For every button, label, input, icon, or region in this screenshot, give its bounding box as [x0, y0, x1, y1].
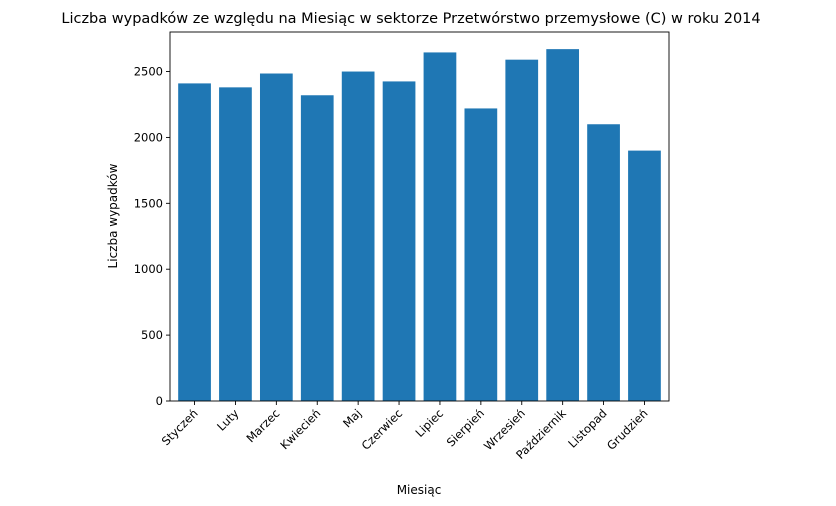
bar-1	[178, 83, 211, 402]
bar-12	[628, 150, 661, 401]
x-tick-label: Marzec	[243, 406, 282, 445]
y-tick-label: 2500	[134, 65, 163, 79]
bar-3	[259, 73, 293, 401]
bar-11	[587, 124, 620, 401]
bar-2	[219, 87, 252, 401]
x-tick-label: Maj	[340, 406, 364, 430]
x-tick-label: Grudzień	[604, 406, 651, 453]
bar-5	[341, 71, 375, 402]
x-tick-label: Lipiec	[412, 406, 446, 440]
y-tick-label: 1500	[134, 196, 163, 210]
bar-4	[300, 95, 334, 401]
bar-6	[382, 81, 416, 401]
y-tick-label: 0	[156, 394, 163, 408]
x-axis-label: Miesiąc	[397, 483, 442, 497]
bar-7	[423, 52, 457, 401]
y-tick-label: 1000	[134, 262, 163, 276]
y-tick-label: 2000	[134, 130, 163, 144]
bar-8	[464, 108, 498, 401]
y-axis-label: Liczba wypadków	[106, 163, 120, 268]
bars-group	[178, 49, 661, 402]
bar-9	[505, 59, 539, 402]
chart-title: Liczba wypadków ze względu na Miesiąc w …	[61, 11, 760, 27]
plot-frame	[169, 31, 670, 402]
bar-10	[546, 49, 580, 401]
y-axis: 0 500 1000 1500 2000 2500	[134, 65, 170, 408]
x-tick-label: Luty	[214, 406, 242, 434]
x-tick-label: Styczeń	[159, 406, 201, 448]
x-tick-label: Listopad	[565, 406, 609, 450]
x-tick-label: Kwiecień	[277, 406, 323, 452]
y-tick-label: 500	[141, 328, 163, 342]
x-tick-label: Czerwiec	[359, 406, 406, 453]
